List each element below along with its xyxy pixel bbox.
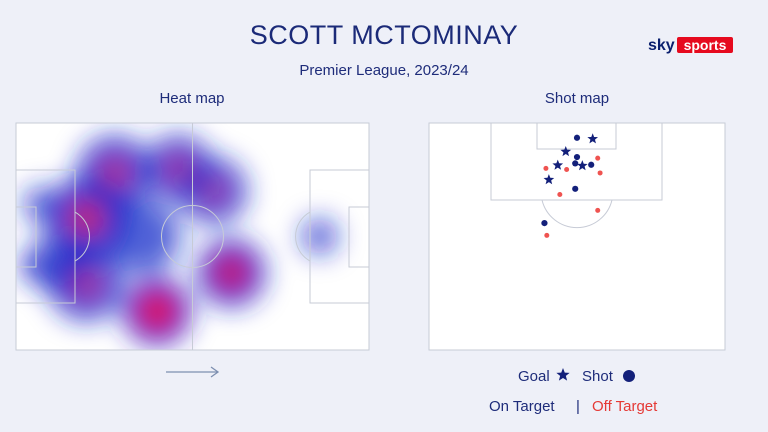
sports-logo-text: sports	[684, 37, 727, 53]
heatmap-blur-group	[18, 135, 339, 345]
heat-halo-10	[18, 251, 49, 281]
shot-dot-15	[595, 207, 601, 213]
shot-dot-0	[573, 134, 581, 141]
left-six-yard-box	[15, 206, 37, 268]
shot-dot-4	[595, 155, 601, 161]
page-title: SCOTT MCTOMINAY	[250, 20, 519, 50]
goal-star-7	[577, 160, 588, 171]
legend-goal-label: Goal	[518, 368, 550, 385]
sports-logo-box	[677, 37, 733, 53]
attacking-direction-arrow	[166, 366, 220, 378]
heatmap-pitch-lines	[15, 122, 370, 351]
legend: Goal Shot On Target | Off Target	[489, 368, 658, 415]
heat-core-2	[71, 203, 102, 234]
shot-dot-3	[573, 153, 581, 161]
legend-separator: |	[576, 398, 580, 415]
heat-core-5	[216, 257, 247, 288]
legend-shot-label: Shot	[582, 368, 614, 385]
shot-markers	[541, 133, 603, 238]
shotmap-pitch-lines	[490, 122, 663, 229]
shot-dot-11	[597, 170, 603, 176]
heat-halo-9	[22, 186, 60, 224]
left-penalty-arc	[74, 211, 90, 262]
shot-dot-14	[557, 192, 563, 198]
legend-off-target-label: Off Target	[592, 398, 658, 415]
heat-halo-11	[301, 217, 339, 256]
heatmap-pitch	[15, 122, 370, 351]
shot-dot-8	[588, 161, 595, 168]
heat-core-4	[168, 158, 188, 179]
sky-sports-logo: sky sports	[648, 37, 733, 54]
right-penalty-arc	[295, 211, 311, 262]
shot-dot-17	[544, 232, 550, 238]
goal-star-1	[587, 133, 599, 144]
heatmap-density	[18, 135, 339, 345]
sky-logo-text: sky	[648, 37, 675, 54]
page-subtitle: Premier League, 2023/24	[299, 62, 468, 79]
goal-star-2	[560, 146, 572, 157]
shotmap-six-yard-box	[536, 122, 617, 150]
goal-star-12	[543, 174, 555, 185]
goal-star-5	[552, 159, 564, 170]
centre-circle	[161, 205, 224, 268]
shotmap-pitch-surface	[428, 122, 726, 351]
heat-core-6	[204, 182, 223, 200]
legend-goal-star-icon	[556, 368, 570, 381]
shotmap-pitch	[428, 122, 726, 351]
shot-dot-13	[572, 185, 579, 192]
heat-halo-7	[28, 234, 89, 294]
legend-shot-dot-icon	[623, 370, 635, 382]
shot-dot-10	[564, 167, 570, 173]
heat-core-3	[103, 161, 127, 185]
heat-halo-8	[106, 199, 181, 274]
heatmap-title: Heat map	[159, 90, 224, 107]
heat-core-1	[75, 273, 98, 295]
shot-dot-16	[541, 220, 548, 227]
heat-core-0	[139, 293, 175, 329]
right-six-yard-box	[348, 206, 370, 268]
shotmap-title: Shot map	[545, 90, 609, 107]
shot-dot-9	[543, 165, 549, 171]
legend-on-target-label: On Target	[489, 398, 555, 415]
shotmap-penalty-arc	[541, 199, 613, 229]
shot-dot-6	[572, 160, 579, 167]
